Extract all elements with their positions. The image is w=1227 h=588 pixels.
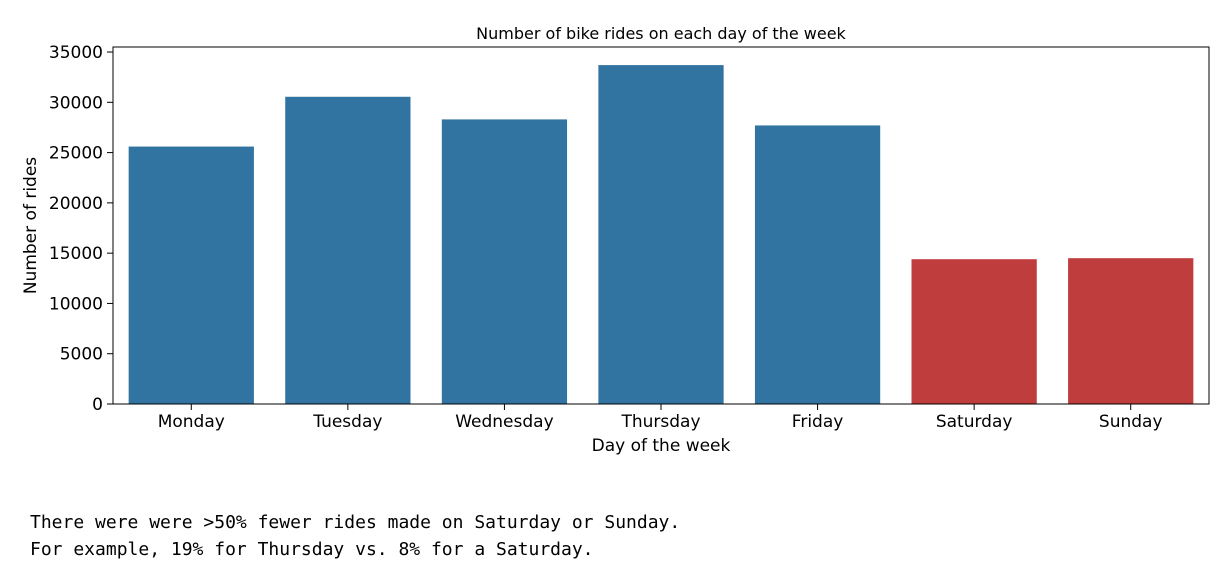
y-axis-label: Number of rides <box>21 157 41 294</box>
x-tick-label: Saturday <box>936 412 1013 432</box>
y-axis-ticks: 0 5000 10000 15000 20000 25000 30000 35000 <box>49 43 113 415</box>
bars-group <box>128 65 1194 404</box>
x-axis-label: Day of the week <box>592 436 731 456</box>
y-tick-label: 25000 <box>49 144 103 164</box>
x-tick-label: Wednesday <box>455 412 553 432</box>
bar-saturday <box>911 259 1037 404</box>
x-tick-label: Friday <box>792 412 844 432</box>
y-tick-label: 20000 <box>49 194 103 214</box>
x-tick-label: Thursday <box>620 412 700 432</box>
y-tick-label: 0 <box>92 395 103 415</box>
bar-friday <box>754 125 881 404</box>
output-line: There were were >50% fewer rides made on… <box>30 512 681 533</box>
output-line: For example, 19% for Thursday vs. 8% for… <box>30 539 594 560</box>
x-tick-label: Tuesday <box>312 412 382 432</box>
y-tick-label: 35000 <box>49 43 103 63</box>
bar-wednesday <box>441 119 568 404</box>
y-tick-label: 30000 <box>49 93 103 113</box>
bar-monday <box>128 146 254 404</box>
bar-tuesday <box>285 96 411 404</box>
y-tick-label: 5000 <box>60 345 103 365</box>
x-tick-label: Monday <box>158 412 225 432</box>
cell-output: There were were >50% fewer rides made on… <box>30 509 680 563</box>
y-tick-label: 15000 <box>49 244 103 264</box>
chart-title: Number of bike rides on each day of the … <box>476 24 846 43</box>
y-tick-label: 10000 <box>49 294 103 314</box>
bar-chart: Number of bike rides on each day of the … <box>21 24 1210 456</box>
bar-thursday <box>598 65 724 404</box>
x-tick-label: Sunday <box>1099 412 1163 432</box>
bar-sunday <box>1068 258 1194 404</box>
x-axis-ticks: Monday Tuesday Wednesday Thursday Friday Satu… <box>158 404 1163 432</box>
